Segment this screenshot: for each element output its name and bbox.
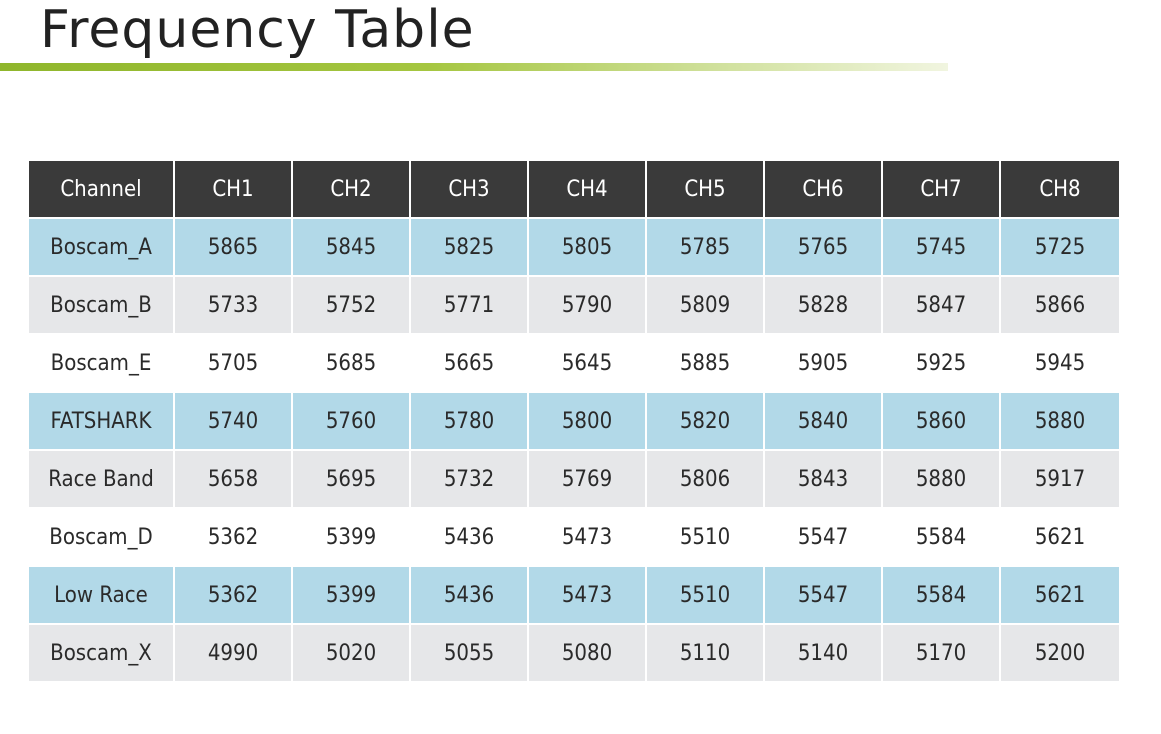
header-cell-ch6: CH6 [765, 161, 883, 219]
frequency-cell-ch3: 5665 [411, 335, 529, 393]
header-cell-ch8: CH8 [1001, 161, 1119, 219]
channel-name-cell: Boscam_A [29, 219, 175, 277]
frequency-cell-ch6: 5547 [765, 509, 883, 567]
frequency-cell-ch2: 5399 [293, 567, 411, 625]
table-row: Race Band 5658 5695 5732 5769 5806 5843 5880 591… [29, 451, 1119, 509]
frequency-cell-ch2: 5760 [293, 393, 411, 451]
frequency-cell-ch7: 5860 [883, 393, 1001, 451]
frequency-cell-ch1: 5658 [175, 451, 293, 509]
frequency-cell-ch1: 4990 [175, 625, 293, 681]
channel-name-cell: FATSHARK [29, 393, 175, 451]
frequency-cell-ch3: 5825 [411, 219, 529, 277]
frequency-cell-ch5: 5820 [647, 393, 765, 451]
frequency-cell-ch2: 5752 [293, 277, 411, 335]
header-cell-ch3: CH3 [411, 161, 529, 219]
frequency-cell-ch7: 5847 [883, 277, 1001, 335]
channel-name-cell: Race Band [29, 451, 175, 509]
frequency-cell-ch3: 5055 [411, 625, 529, 681]
table-row: Boscam_A 5865 5845 5825 5805 5785 5765 5745 5725 [29, 219, 1119, 277]
frequency-cell-ch8: 5880 [1001, 393, 1119, 451]
frequency-cell-ch1: 5362 [175, 567, 293, 625]
frequency-cell-ch2: 5685 [293, 335, 411, 393]
frequency-cell-ch4: 5473 [529, 509, 647, 567]
frequency-cell-ch5: 5806 [647, 451, 765, 509]
header-cell-ch4: CH4 [529, 161, 647, 219]
table-header-row: Channel CH1 CH2 CH3 CH4 CH5 CH6 CH7 CH8 [29, 161, 1119, 219]
frequency-cell-ch4: 5645 [529, 335, 647, 393]
frequency-cell-ch4: 5080 [529, 625, 647, 681]
table-row: Boscam_E 5705 5685 5665 5645 5885 5905 5925 5945 [29, 335, 1119, 393]
frequency-cell-ch2: 5020 [293, 625, 411, 681]
header-cell-ch2: CH2 [293, 161, 411, 219]
frequency-cell-ch1: 5740 [175, 393, 293, 451]
table-row: Boscam_B 5733 5752 5771 5790 5809 5828 5847 5866 [29, 277, 1119, 335]
frequency-cell-ch1: 5705 [175, 335, 293, 393]
frequency-cell-ch2: 5695 [293, 451, 411, 509]
frequency-cell-ch8: 5725 [1001, 219, 1119, 277]
frequency-cell-ch7: 5745 [883, 219, 1001, 277]
frequency-cell-ch6: 5905 [765, 335, 883, 393]
channel-name-cell: Low Race [29, 567, 175, 625]
frequency-cell-ch5: 5809 [647, 277, 765, 335]
title-underline [0, 63, 948, 71]
frequency-cell-ch7: 5170 [883, 625, 1001, 681]
frequency-cell-ch4: 5805 [529, 219, 647, 277]
frequency-cell-ch8: 5621 [1001, 567, 1119, 625]
frequency-table: Channel CH1 CH2 CH3 CH4 CH5 CH6 CH7 CH8 … [29, 161, 1119, 681]
frequency-cell-ch8: 5945 [1001, 335, 1119, 393]
table-row: Boscam_D 5362 5399 5436 5473 5510 5547 5584 5621 [29, 509, 1119, 567]
header-cell-ch7: CH7 [883, 161, 1001, 219]
header-cell-ch1: CH1 [175, 161, 293, 219]
channel-name-cell: Boscam_E [29, 335, 175, 393]
frequency-cell-ch5: 5785 [647, 219, 765, 277]
channel-name-cell: Boscam_B [29, 277, 175, 335]
table-row: Boscam_X 4990 5020 5055 5080 5110 5140 5170 5200 [29, 625, 1119, 681]
frequency-cell-ch7: 5584 [883, 567, 1001, 625]
frequency-cell-ch7: 5880 [883, 451, 1001, 509]
frequency-cell-ch4: 5473 [529, 567, 647, 625]
frequency-cell-ch8: 5866 [1001, 277, 1119, 335]
header-cell-ch5: CH5 [647, 161, 765, 219]
frequency-cell-ch2: 5845 [293, 219, 411, 277]
frequency-cell-ch5: 5885 [647, 335, 765, 393]
frequency-cell-ch6: 5765 [765, 219, 883, 277]
frequency-cell-ch8: 5917 [1001, 451, 1119, 509]
frequency-cell-ch3: 5732 [411, 451, 529, 509]
frequency-cell-ch3: 5780 [411, 393, 529, 451]
frequency-cell-ch5: 5110 [647, 625, 765, 681]
frequency-cell-ch3: 5436 [411, 567, 529, 625]
table-body: Boscam_A 5865 5845 5825 5805 5785 5765 5745 5725… [29, 219, 1119, 681]
frequency-cell-ch6: 5828 [765, 277, 883, 335]
frequency-cell-ch8: 5621 [1001, 509, 1119, 567]
frequency-cell-ch8: 5200 [1001, 625, 1119, 681]
frequency-cell-ch3: 5771 [411, 277, 529, 335]
frequency-cell-ch6: 5547 [765, 567, 883, 625]
frequency-cell-ch3: 5436 [411, 509, 529, 567]
frequency-cell-ch2: 5399 [293, 509, 411, 567]
frequency-cell-ch6: 5840 [765, 393, 883, 451]
channel-name-cell: Boscam_D [29, 509, 175, 567]
header-cell-channel: Channel [29, 161, 175, 219]
frequency-cell-ch1: 5865 [175, 219, 293, 277]
frequency-cell-ch5: 5510 [647, 567, 765, 625]
channel-name-cell: Boscam_X [29, 625, 175, 681]
frequency-cell-ch4: 5769 [529, 451, 647, 509]
frequency-cell-ch7: 5584 [883, 509, 1001, 567]
frequency-cell-ch6: 5843 [765, 451, 883, 509]
frequency-cell-ch4: 5800 [529, 393, 647, 451]
frequency-cell-ch4: 5790 [529, 277, 647, 335]
table-row: FATSHARK 5740 5760 5780 5800 5820 5840 5860 5880 [29, 393, 1119, 451]
page-title: Frequency Table [40, 0, 475, 60]
frequency-cell-ch1: 5362 [175, 509, 293, 567]
frequency-cell-ch6: 5140 [765, 625, 883, 681]
frequency-cell-ch5: 5510 [647, 509, 765, 567]
frequency-cell-ch7: 5925 [883, 335, 1001, 393]
table-row: Low Race 5362 5399 5436 5473 5510 5547 5584 5621 [29, 567, 1119, 625]
frequency-cell-ch1: 5733 [175, 277, 293, 335]
